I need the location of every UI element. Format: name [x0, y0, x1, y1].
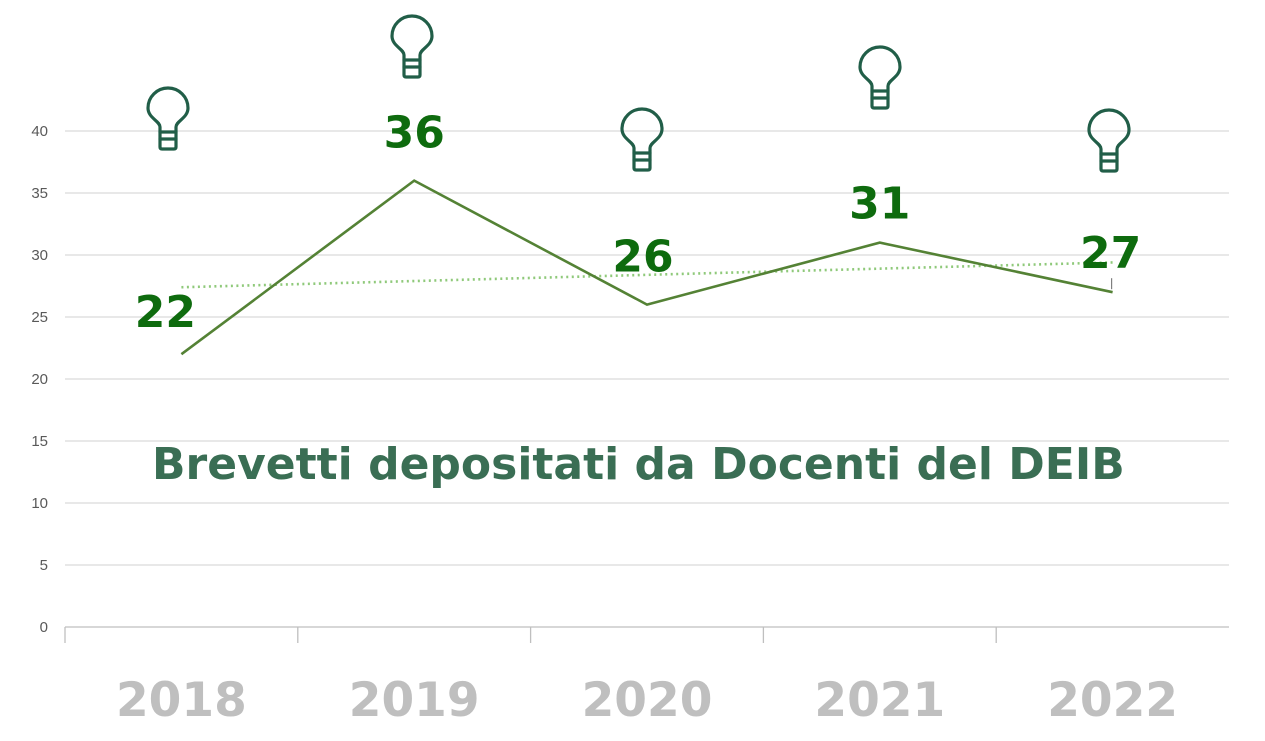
lightbulb-icons — [146, 14, 1131, 173]
x-tick-label: 2019 — [349, 673, 480, 728]
y-tick-label: 35 — [31, 185, 48, 202]
data-label: 22 — [135, 287, 196, 338]
y-tick-label: 15 — [31, 433, 48, 450]
lightbulb-icon — [1087, 108, 1131, 173]
series-line — [180, 179, 1113, 356]
data-label: 36 — [384, 108, 445, 159]
lightbulb-icon — [620, 107, 664, 172]
y-tick-label: 25 — [31, 309, 48, 326]
gridlines — [65, 130, 1229, 566]
x-tick-label: 2021 — [814, 673, 945, 728]
lightbulb-icon — [390, 14, 434, 79]
data-labels: 22 36 26 31 27 — [135, 108, 1141, 339]
y-tick-label: 10 — [31, 495, 48, 512]
y-axis-ticks: 0 5 10 15 20 25 30 35 40 — [31, 123, 48, 636]
series-path — [180, 179, 1113, 356]
trendline-path — [181, 261, 1113, 289]
x-tick-label: 2020 — [582, 673, 713, 728]
lightbulb-icon — [858, 45, 902, 110]
y-tick-label: 30 — [31, 247, 48, 264]
data-label: 31 — [849, 179, 910, 230]
y-tick-label: 40 — [31, 123, 48, 140]
y-tick-label: 20 — [31, 371, 48, 388]
data-label: 26 — [612, 232, 673, 283]
x-tick-label: 2022 — [1047, 673, 1178, 728]
y-tick-label: 5 — [40, 557, 48, 574]
data-label: 27 — [1080, 228, 1141, 279]
y-tick-label: 0 — [40, 619, 48, 636]
chart-title: Brevetti depositati da Docenti del DEIB — [152, 439, 1125, 490]
x-tick-label: 2018 — [116, 673, 247, 728]
trendline — [181, 261, 1113, 289]
lightbulb-icon — [146, 86, 190, 151]
x-axis: 2018 2019 2020 2021 2022 — [64, 626, 1229, 728]
